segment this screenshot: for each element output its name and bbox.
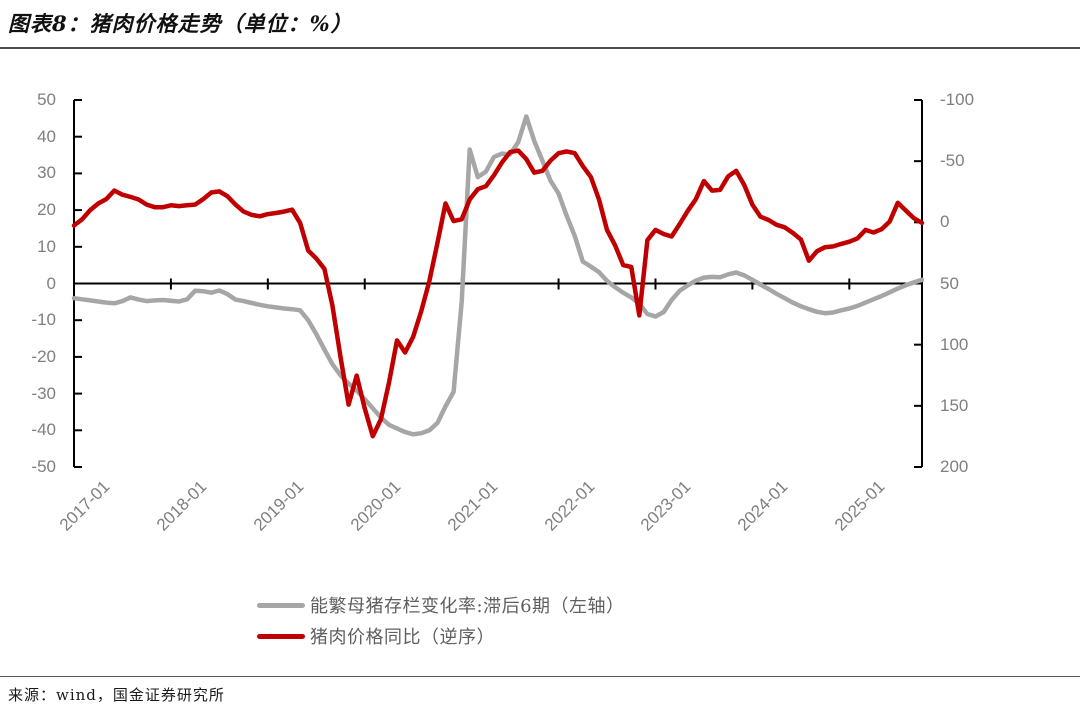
pork-price-label: 猪肉价格同比（逆序） <box>310 627 495 648</box>
legend-item-pork-price: 猪肉价格同比（逆序） <box>257 624 625 648</box>
left-axis-tick-label: 30 <box>37 163 56 183</box>
left-axis-tick-label: 50 <box>37 90 56 109</box>
sow-inventory-swatch <box>257 602 305 608</box>
right-axis-tick-label: -50 <box>940 151 965 171</box>
right-axis-tick-label: -100 <box>940 90 975 109</box>
left-axis-tick-label: 40 <box>37 126 56 146</box>
left-axis-tick-label: 10 <box>37 236 56 256</box>
right-axis-tick-label: 50 <box>940 273 959 293</box>
left-axis-tick-label: 20 <box>37 200 56 220</box>
sow-inventory-label: 能繁母猪存栏变化率:滞后6期（左轴） <box>310 596 625 617</box>
legend-item-sow-inventory: 能繁母猪存栏变化率:滞后6期（左轴） <box>257 593 625 617</box>
pork-price-line <box>71 148 925 439</box>
figure-title: 图表8：猪肉价格走势（单位：%） <box>8 11 353 36</box>
left-axis-tick-label: -20 <box>31 346 56 366</box>
chart-legend: 能繁母猪存栏变化率:滞后6期（左轴） 猪肉价格同比（逆序） <box>257 593 625 648</box>
right-axis-tick-label: 200 <box>940 457 969 476</box>
left-axis-tick-label: -30 <box>31 383 56 403</box>
left-axis-tick-label: 0 <box>46 273 56 293</box>
title-divider <box>0 47 1080 49</box>
pork-price-swatch <box>257 633 305 639</box>
right-axis-tick-label: 0 <box>940 212 950 232</box>
left-axis-tick-label: -50 <box>31 457 56 476</box>
footer-divider <box>0 676 1080 677</box>
right-axis-tick-label: 150 <box>940 395 969 415</box>
left-axis-tick-label: -40 <box>31 420 56 440</box>
sow-inventory-line <box>71 114 925 437</box>
left-axis-tick-label: -10 <box>31 310 56 330</box>
right-axis-tick-label: 100 <box>940 334 969 354</box>
source-note: 来源：wind，国金证券研究所 <box>8 686 225 704</box>
